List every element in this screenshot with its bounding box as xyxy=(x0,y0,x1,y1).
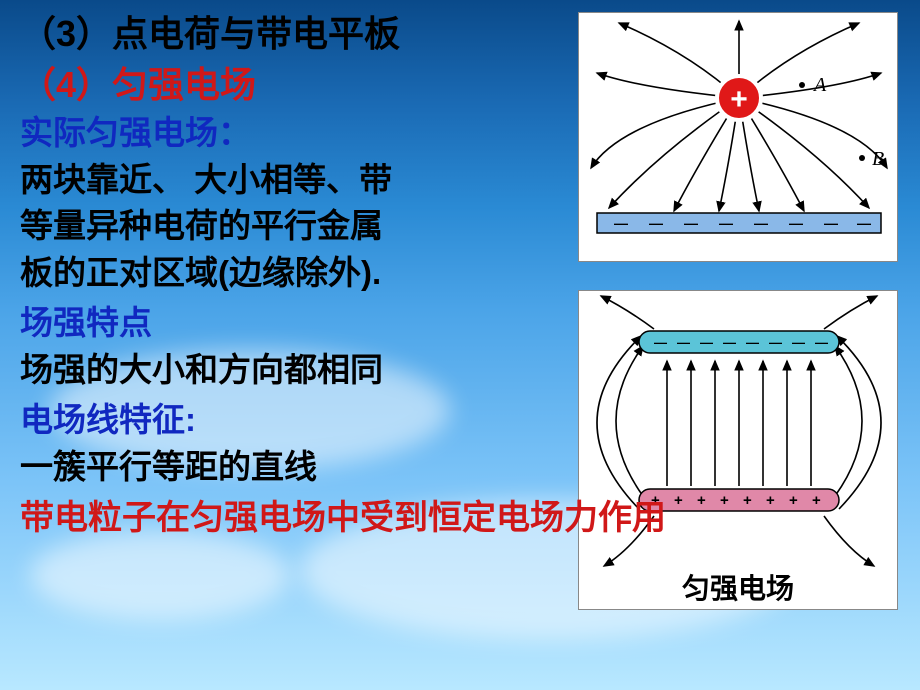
fieldline-desc: 一簇平行等距的直线 xyxy=(20,445,900,490)
bottom-line: 带电粒子在匀强电场中受到恒定电场力作用 xyxy=(20,496,900,542)
heading-4: （4）匀强电场 xyxy=(20,61,900,110)
subhead-strength: 场强特点 xyxy=(20,301,900,346)
subhead-fieldline: 电场线特征: xyxy=(20,398,900,443)
strength-desc: 场强的大小和方向都相同 xyxy=(20,348,900,393)
desc-line-3: 板的正对区域(边缘除外). xyxy=(20,251,900,296)
desc-line-1: 两块靠近、 大小相等、带 xyxy=(20,158,900,203)
subhead-actual: 实际匀强电场： xyxy=(20,111,900,156)
heading-3: （3）点电荷与带电平板 xyxy=(20,10,900,59)
diagram2-caption: 匀强电场 xyxy=(579,567,897,607)
desc-line-2: 等量异种电荷的平行金属 xyxy=(20,204,900,249)
